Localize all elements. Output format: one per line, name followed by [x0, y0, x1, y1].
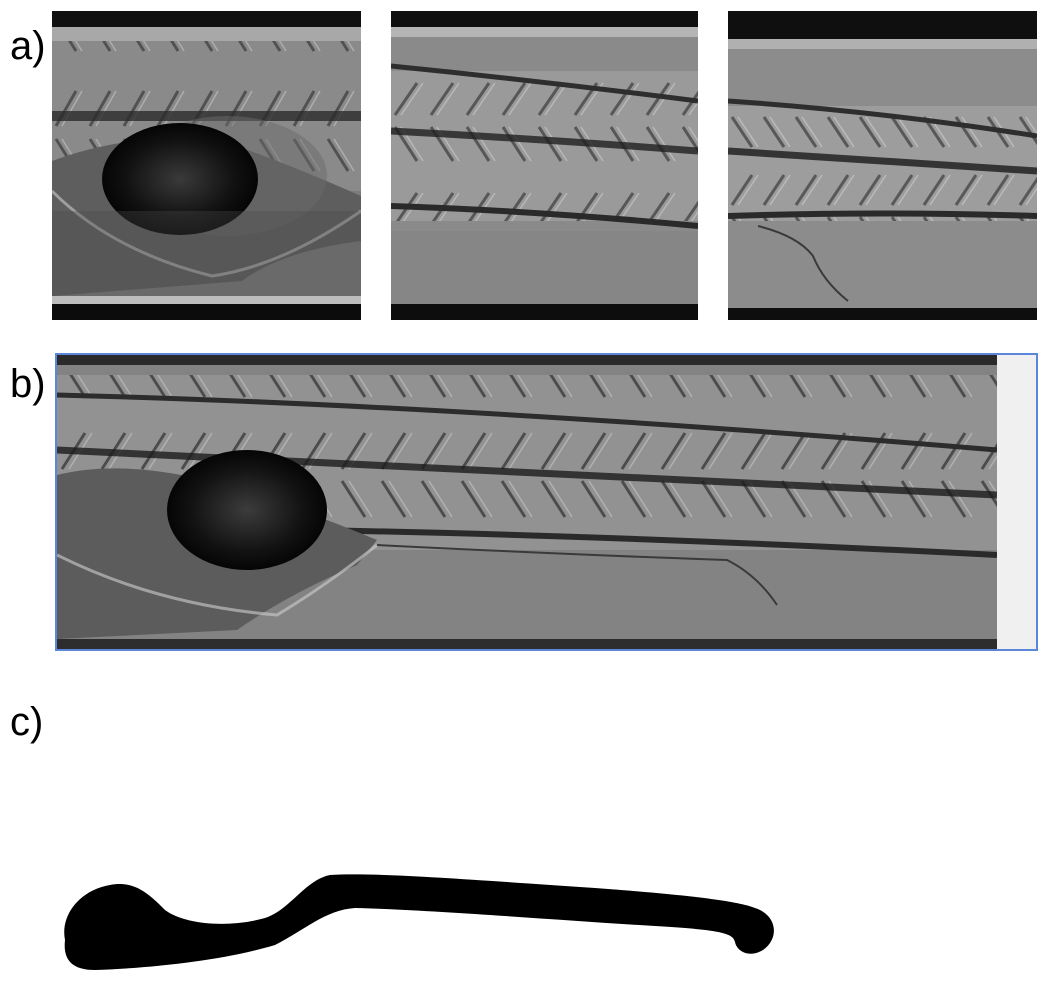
micrograph-tile-head	[52, 11, 361, 320]
panel-label-b: b)	[10, 362, 46, 406]
stitched-micrograph	[55, 353, 1038, 651]
micrograph-tile-tail	[728, 11, 1037, 320]
panel-label-c: c)	[10, 700, 44, 744]
micrograph-tile-trunk	[391, 11, 698, 320]
segmentation-mask	[55, 860, 785, 980]
panel-label-a: a)	[10, 24, 46, 68]
